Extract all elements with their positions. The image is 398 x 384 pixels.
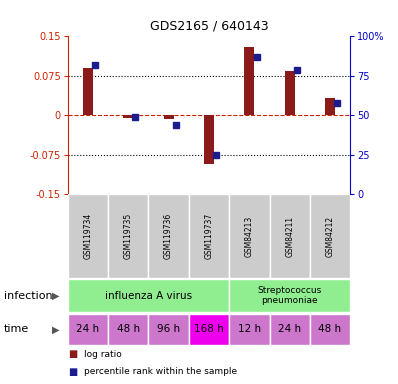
Bar (164, 115, 174, 119)
FancyBboxPatch shape (269, 194, 310, 278)
Text: 24 h: 24 h (76, 324, 100, 334)
Text: GSM119735: GSM119735 (124, 213, 133, 259)
Text: GSM84211: GSM84211 (285, 215, 294, 257)
Bar (285, 71, 295, 115)
Bar (244, 47, 254, 115)
Text: 168 h: 168 h (194, 324, 224, 334)
Bar (83, 68, 93, 115)
Text: ■: ■ (68, 366, 77, 377)
FancyBboxPatch shape (108, 314, 148, 345)
FancyBboxPatch shape (68, 279, 229, 312)
Text: time: time (4, 324, 29, 334)
FancyBboxPatch shape (310, 314, 350, 345)
Title: GDS2165 / 640143: GDS2165 / 640143 (150, 20, 268, 33)
FancyBboxPatch shape (189, 194, 229, 278)
Text: GSM84213: GSM84213 (245, 215, 254, 257)
FancyBboxPatch shape (229, 314, 269, 345)
Text: 24 h: 24 h (278, 324, 301, 334)
Text: GSM119737: GSM119737 (205, 213, 213, 259)
FancyBboxPatch shape (229, 194, 269, 278)
Text: 48 h: 48 h (318, 324, 341, 334)
FancyBboxPatch shape (148, 314, 189, 345)
FancyBboxPatch shape (189, 314, 229, 345)
FancyBboxPatch shape (148, 194, 189, 278)
Text: log ratio: log ratio (84, 350, 121, 359)
FancyBboxPatch shape (310, 194, 350, 278)
FancyBboxPatch shape (108, 194, 148, 278)
FancyBboxPatch shape (68, 314, 108, 345)
FancyBboxPatch shape (68, 194, 108, 278)
Text: ■: ■ (68, 349, 77, 359)
Text: ▶: ▶ (52, 291, 59, 301)
FancyBboxPatch shape (229, 279, 350, 312)
Text: percentile rank within the sample: percentile rank within the sample (84, 367, 237, 376)
Text: Streptococcus
pneumoniae: Streptococcus pneumoniae (258, 286, 322, 305)
Text: ▶: ▶ (52, 324, 59, 334)
Bar (204, 115, 214, 164)
Text: 96 h: 96 h (157, 324, 180, 334)
Text: 12 h: 12 h (238, 324, 261, 334)
Bar (123, 115, 133, 118)
Text: GSM119734: GSM119734 (83, 213, 92, 259)
Text: GSM119736: GSM119736 (164, 213, 173, 259)
FancyBboxPatch shape (269, 314, 310, 345)
Text: influenza A virus: influenza A virus (105, 291, 192, 301)
Text: GSM84212: GSM84212 (326, 215, 335, 257)
Text: infection: infection (4, 291, 53, 301)
Bar (325, 98, 335, 115)
Text: 48 h: 48 h (117, 324, 140, 334)
